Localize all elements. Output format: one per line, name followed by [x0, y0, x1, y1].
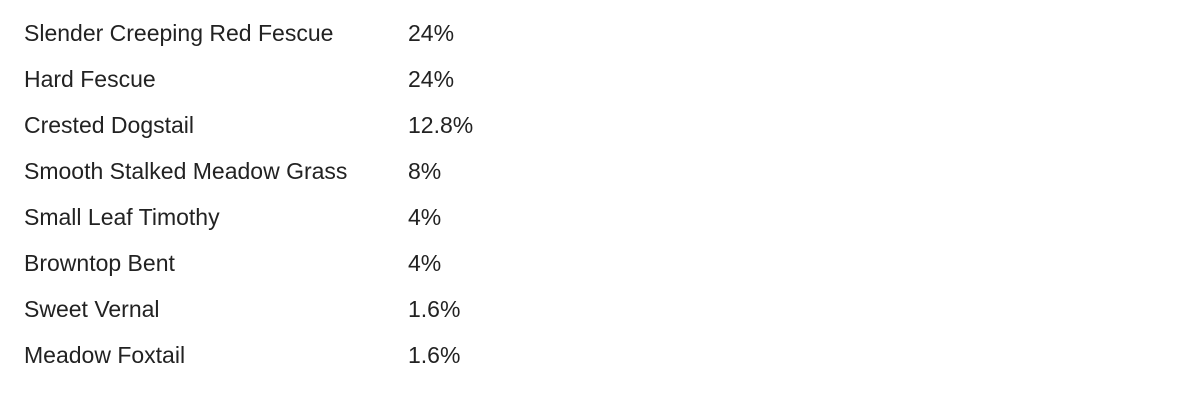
grass-name: Slender Creeping Red Fescue [24, 19, 334, 46]
table-row: Browntop Bent 4% [24, 240, 473, 286]
table-row: Crested Dogstail 12.8% [24, 102, 473, 148]
table-row: Hard Fescue 24% [24, 56, 473, 102]
percentage: 24% [408, 65, 455, 92]
grass-name: Sweet Vernal [24, 295, 160, 322]
percentage: 8% [408, 157, 442, 184]
seed-mix-table: Slender Creeping Red Fescue 24% Hard Fescu… [24, 10, 473, 378]
table-row: Small Leaf Timothy 4% [24, 194, 473, 240]
table-row: Meadow Foxtail 1.6% [24, 332, 473, 378]
table-row: Sweet Vernal 1.6% [24, 286, 473, 332]
percentage: 1.6% [408, 295, 461, 322]
percentage: 1.6% [408, 341, 461, 368]
grass-name: Smooth Stalked Meadow Grass [24, 157, 348, 184]
percentage: 24% [408, 19, 455, 46]
table-row: Slender Creeping Red Fescue 24% [24, 10, 473, 56]
grass-name: Small Leaf Timothy [24, 203, 220, 230]
grass-name: Meadow Foxtail [24, 341, 186, 368]
grass-name: Hard Fescue [24, 65, 156, 92]
grass-name: Crested Dogstail [24, 111, 195, 138]
percentage: 4% [408, 203, 442, 230]
grass-name: Browntop Bent [24, 249, 175, 276]
percentage: 12.8% [408, 111, 474, 138]
table-row: Smooth Stalked Meadow Grass 8% [24, 148, 473, 194]
percentage: 4% [408, 249, 442, 276]
